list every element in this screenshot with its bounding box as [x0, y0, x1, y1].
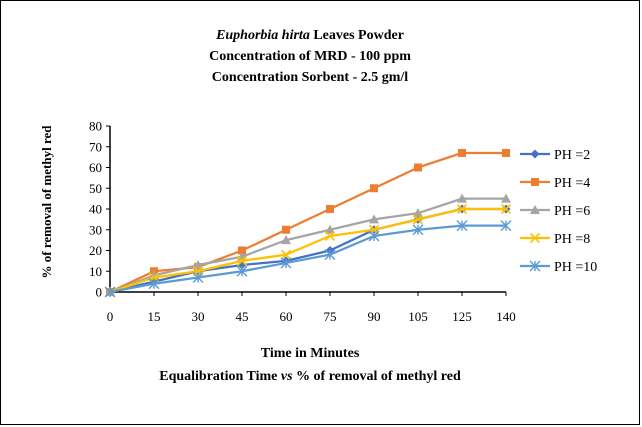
data-point [193, 260, 203, 270]
data-point [501, 193, 511, 203]
x-axis-label: Time in Minutes [260, 346, 360, 361]
data-point [412, 224, 424, 236]
x-tick-label: 105 [408, 309, 428, 324]
data-point [324, 230, 336, 242]
data-point [413, 208, 423, 218]
caption-vs: vs [280, 369, 293, 384]
data-point [457, 193, 467, 203]
legend-label: PH =4 [554, 176, 590, 191]
data-point [282, 225, 290, 234]
data-point [104, 286, 116, 298]
data-point [324, 249, 336, 261]
legend-marker [530, 149, 540, 159]
data-point [500, 220, 512, 232]
chart-title-line-3: Concentration Sorbent - 2.5 gm/l [211, 70, 409, 85]
title-species-italic: Euphorbia hirta [216, 28, 310, 43]
figure-caption: Equalibration Time vs % of removal of me… [60, 369, 560, 385]
legend-marker [531, 178, 539, 186]
legend-label: PH =8 [554, 232, 590, 247]
data-point [369, 214, 379, 224]
data-point [236, 255, 248, 266]
legend-marker [529, 232, 541, 244]
x-tick-label: 75 [324, 309, 337, 324]
data-point [456, 220, 468, 232]
legend-marker [530, 205, 540, 214]
data-point [280, 249, 292, 260]
data-point [500, 203, 512, 215]
data-point [370, 184, 378, 193]
series-line-ph-1 [109, 207, 506, 294]
legend-label: PH =6 [554, 204, 590, 219]
data-point [502, 148, 510, 157]
legend-label: PH =10 [554, 260, 597, 275]
data-point [456, 203, 468, 215]
data-point [192, 271, 204, 283]
x-tick-label: 15 [148, 309, 161, 324]
legend-marker [529, 260, 541, 272]
series-line-ph-3 [109, 197, 506, 294]
x-tick-label: 125 [452, 309, 472, 324]
data-point [236, 265, 248, 277]
data-point [368, 230, 380, 242]
y-tick-label: 20 [89, 243, 102, 258]
x-tick-label: 90 [368, 309, 381, 324]
data-point [414, 163, 422, 172]
y-tick-label: 40 [89, 202, 102, 217]
series-line-ph-5 [109, 224, 506, 294]
data-point [280, 257, 292, 269]
data-point [412, 214, 424, 225]
x-tick-label: 140 [496, 309, 516, 324]
chart-title-line-1: Euphorbia hirta Leaves Powder [100, 28, 520, 44]
series-line-ph-4 [109, 207, 506, 294]
y-tick-label: 0 [96, 285, 103, 300]
data-point [458, 148, 466, 157]
data-point [325, 224, 335, 234]
x-tick-label: 45 [236, 309, 249, 324]
x-tick-label: 30 [192, 309, 205, 324]
caption-post: % of removal of methyl red [292, 369, 461, 384]
caption-pre: Equalibration Time [159, 369, 281, 384]
data-point [281, 235, 291, 245]
x-tick-label: 60 [280, 309, 293, 324]
y-tick-label: 10 [89, 264, 102, 279]
data-point [238, 246, 246, 255]
y-tick-label: 50 [89, 181, 102, 196]
data-point [326, 205, 334, 213]
data-point [148, 278, 160, 290]
title-species-rest: Leaves Powder [309, 28, 404, 43]
chart-title-line-2: Concentration of MRD - 100 ppm [209, 49, 411, 64]
x-tick-label: 0 [107, 309, 114, 324]
y-tick-label: 70 [89, 139, 102, 154]
y-tick-label: 80 [89, 119, 102, 134]
legend-label: PH =2 [554, 148, 590, 163]
y-tick-label: 60 [89, 160, 102, 175]
y-tick-label: 30 [89, 222, 102, 237]
